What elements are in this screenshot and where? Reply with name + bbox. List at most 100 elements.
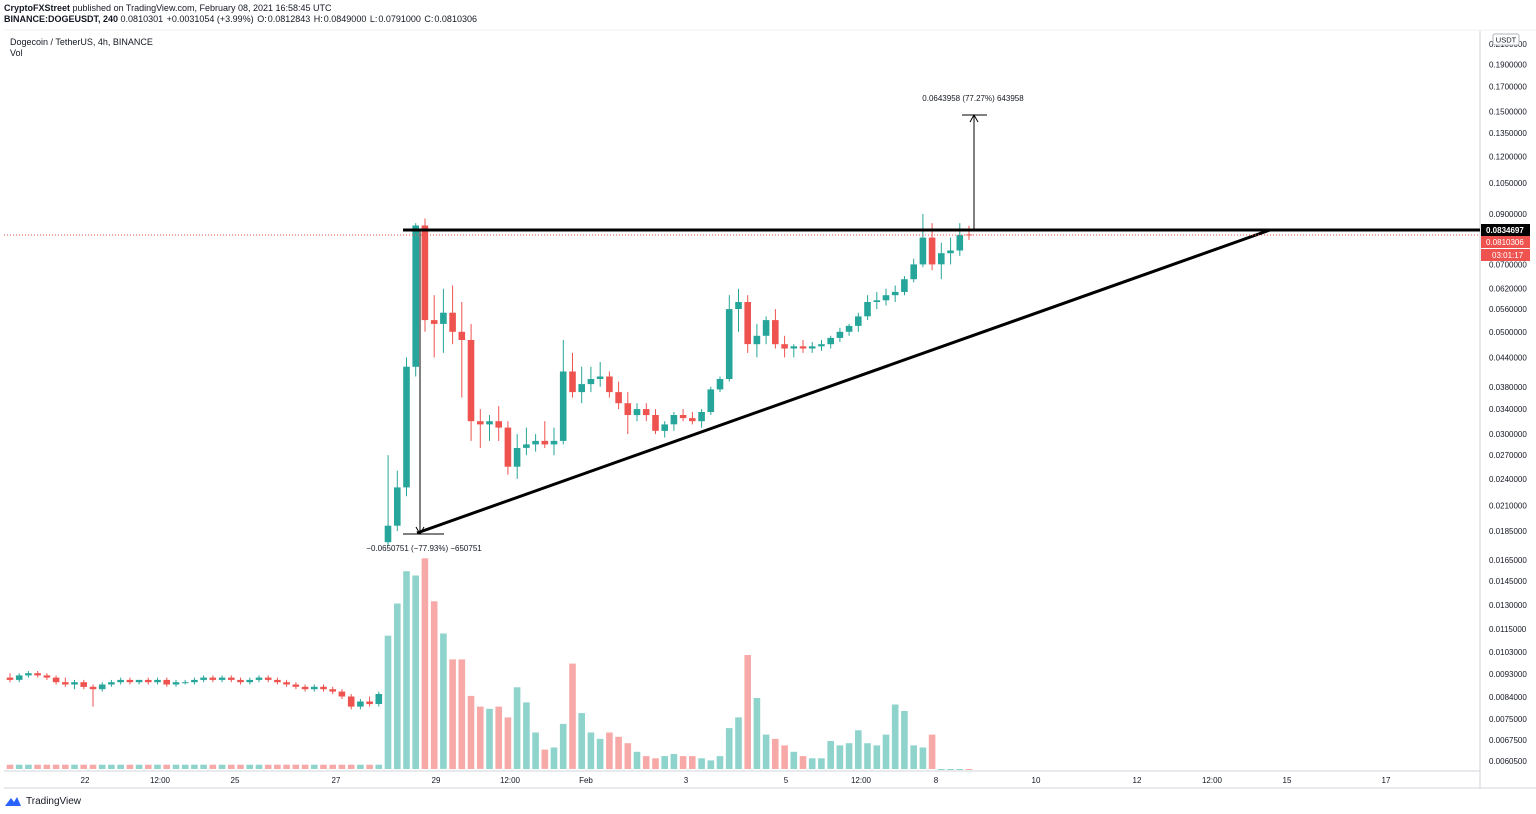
price-tick-label: 0.0145000	[1489, 577, 1527, 586]
candle-body	[790, 346, 798, 349]
candle-body	[670, 415, 678, 425]
volume-label: Vol	[10, 48, 23, 58]
candle-body	[394, 487, 401, 526]
volume-bar	[864, 743, 871, 769]
candle-body	[43, 675, 51, 678]
price-tick-label: 0.0560000	[1489, 305, 1527, 314]
candle-body	[901, 279, 908, 292]
volume-bar	[89, 764, 97, 769]
volume-bar	[71, 764, 78, 769]
currency-badge[interactable]	[1492, 33, 1520, 46]
volume-bar	[716, 756, 724, 769]
candle-body	[523, 444, 530, 448]
ascending-triangle: 0.0643958 (77.27%) 643958 −0.0650751 (−7…	[4, 94, 1480, 553]
volume-bar	[938, 769, 945, 770]
candle-body	[25, 673, 32, 676]
tradingview-logo-icon	[5, 797, 21, 806]
publisher-name[interactable]: CryptoFXStreet	[4, 3, 71, 13]
candle-body	[965, 234, 973, 236]
candle-body	[15, 675, 23, 680]
time-tick-label: 12:00	[851, 776, 872, 785]
volume-bar	[191, 764, 198, 769]
footer-brand[interactable]: TradingView	[4, 795, 81, 807]
price-tick-label: 0.0075000	[1489, 715, 1527, 724]
volume-bar	[670, 754, 678, 770]
volume-bar	[845, 743, 853, 769]
volume-bar	[181, 764, 189, 769]
volume-bar	[477, 706, 484, 769]
current-price-text: 0.0810306	[1486, 238, 1524, 247]
time-tick-label: Feb	[579, 776, 593, 785]
candle-body	[200, 677, 207, 680]
candle-body	[311, 686, 318, 690]
volume-bar	[301, 764, 309, 769]
candle-body	[218, 677, 226, 680]
candle-body	[716, 379, 724, 390]
volume-bar	[606, 732, 613, 770]
candle-body	[338, 691, 346, 697]
candle-body	[698, 412, 705, 422]
candle-body	[689, 418, 696, 422]
price-tick-label: 0.1900000	[1489, 60, 1527, 69]
volume-bar	[246, 764, 253, 769]
ohlc-close: 0.0810306	[434, 14, 477, 24]
candle-body	[467, 340, 475, 422]
candle-body	[145, 679, 152, 683]
candle-body	[642, 409, 650, 416]
volume-bar	[495, 706, 502, 769]
candle-body	[283, 682, 290, 685]
ascending-trendline[interactable]	[416, 228, 1271, 535]
candle-body	[947, 250, 954, 254]
price-tick-label: 0.0165000	[1489, 556, 1527, 565]
candle-body	[578, 384, 585, 393]
ohlc-open: 0.0812843	[267, 14, 311, 24]
candle-body	[430, 320, 438, 324]
candle-body	[384, 525, 392, 543]
volume-bar	[6, 764, 14, 769]
volume-bar	[412, 575, 419, 769]
volume-bar	[624, 743, 632, 769]
candle-body	[71, 682, 78, 685]
candle-body	[347, 696, 355, 707]
candle-body	[569, 371, 576, 393]
price-tick-label: 0.0340000	[1489, 405, 1527, 414]
candle-body	[264, 677, 272, 680]
candle-body	[228, 677, 235, 680]
volume-bar	[744, 655, 751, 769]
volume-bar	[827, 741, 834, 769]
volume-bar	[947, 769, 954, 770]
candle-body	[624, 403, 632, 415]
price-tick-label: 0.0440000	[1489, 353, 1527, 362]
volume-bar	[799, 756, 807, 769]
candle-body	[449, 312, 456, 332]
volume-bar	[808, 758, 816, 770]
price-tick-label: 0.1350000	[1489, 129, 1527, 138]
candle-body	[172, 682, 180, 685]
volume-bar	[52, 764, 60, 769]
candle-body	[707, 389, 715, 412]
candle-body	[855, 316, 862, 326]
volume-bar	[541, 749, 549, 769]
time-axis[interactable]: 22 12:00 25 27 29 12:00 Feb 3 5 12:00 8 10 12 12:00 15…	[81, 776, 1391, 785]
volume-bar	[901, 711, 908, 770]
candles	[6, 214, 973, 710]
volume-bar	[34, 764, 41, 769]
candle-body	[6, 677, 14, 680]
candle-body	[329, 689, 336, 692]
candle-body	[301, 686, 309, 690]
volume-bar	[135, 764, 143, 769]
price-axis[interactable]: 0.21000000.19000000.17000000.15000000.13…	[1489, 40, 1527, 766]
time-tick-label: 15	[1283, 776, 1292, 785]
volume-bar	[550, 747, 558, 769]
volume-bar	[569, 663, 576, 769]
volume-bar	[126, 764, 134, 769]
candle-body	[108, 682, 115, 685]
price-tick-label: 0.0130000	[1489, 601, 1527, 610]
volume-bar	[394, 603, 401, 770]
candle-body	[735, 302, 742, 309]
publish-line: CryptoFXStreet published on TradingView.…	[4, 3, 478, 14]
candle-body	[357, 701, 364, 707]
volume-bar	[421, 558, 429, 769]
candle-body	[80, 682, 87, 687]
